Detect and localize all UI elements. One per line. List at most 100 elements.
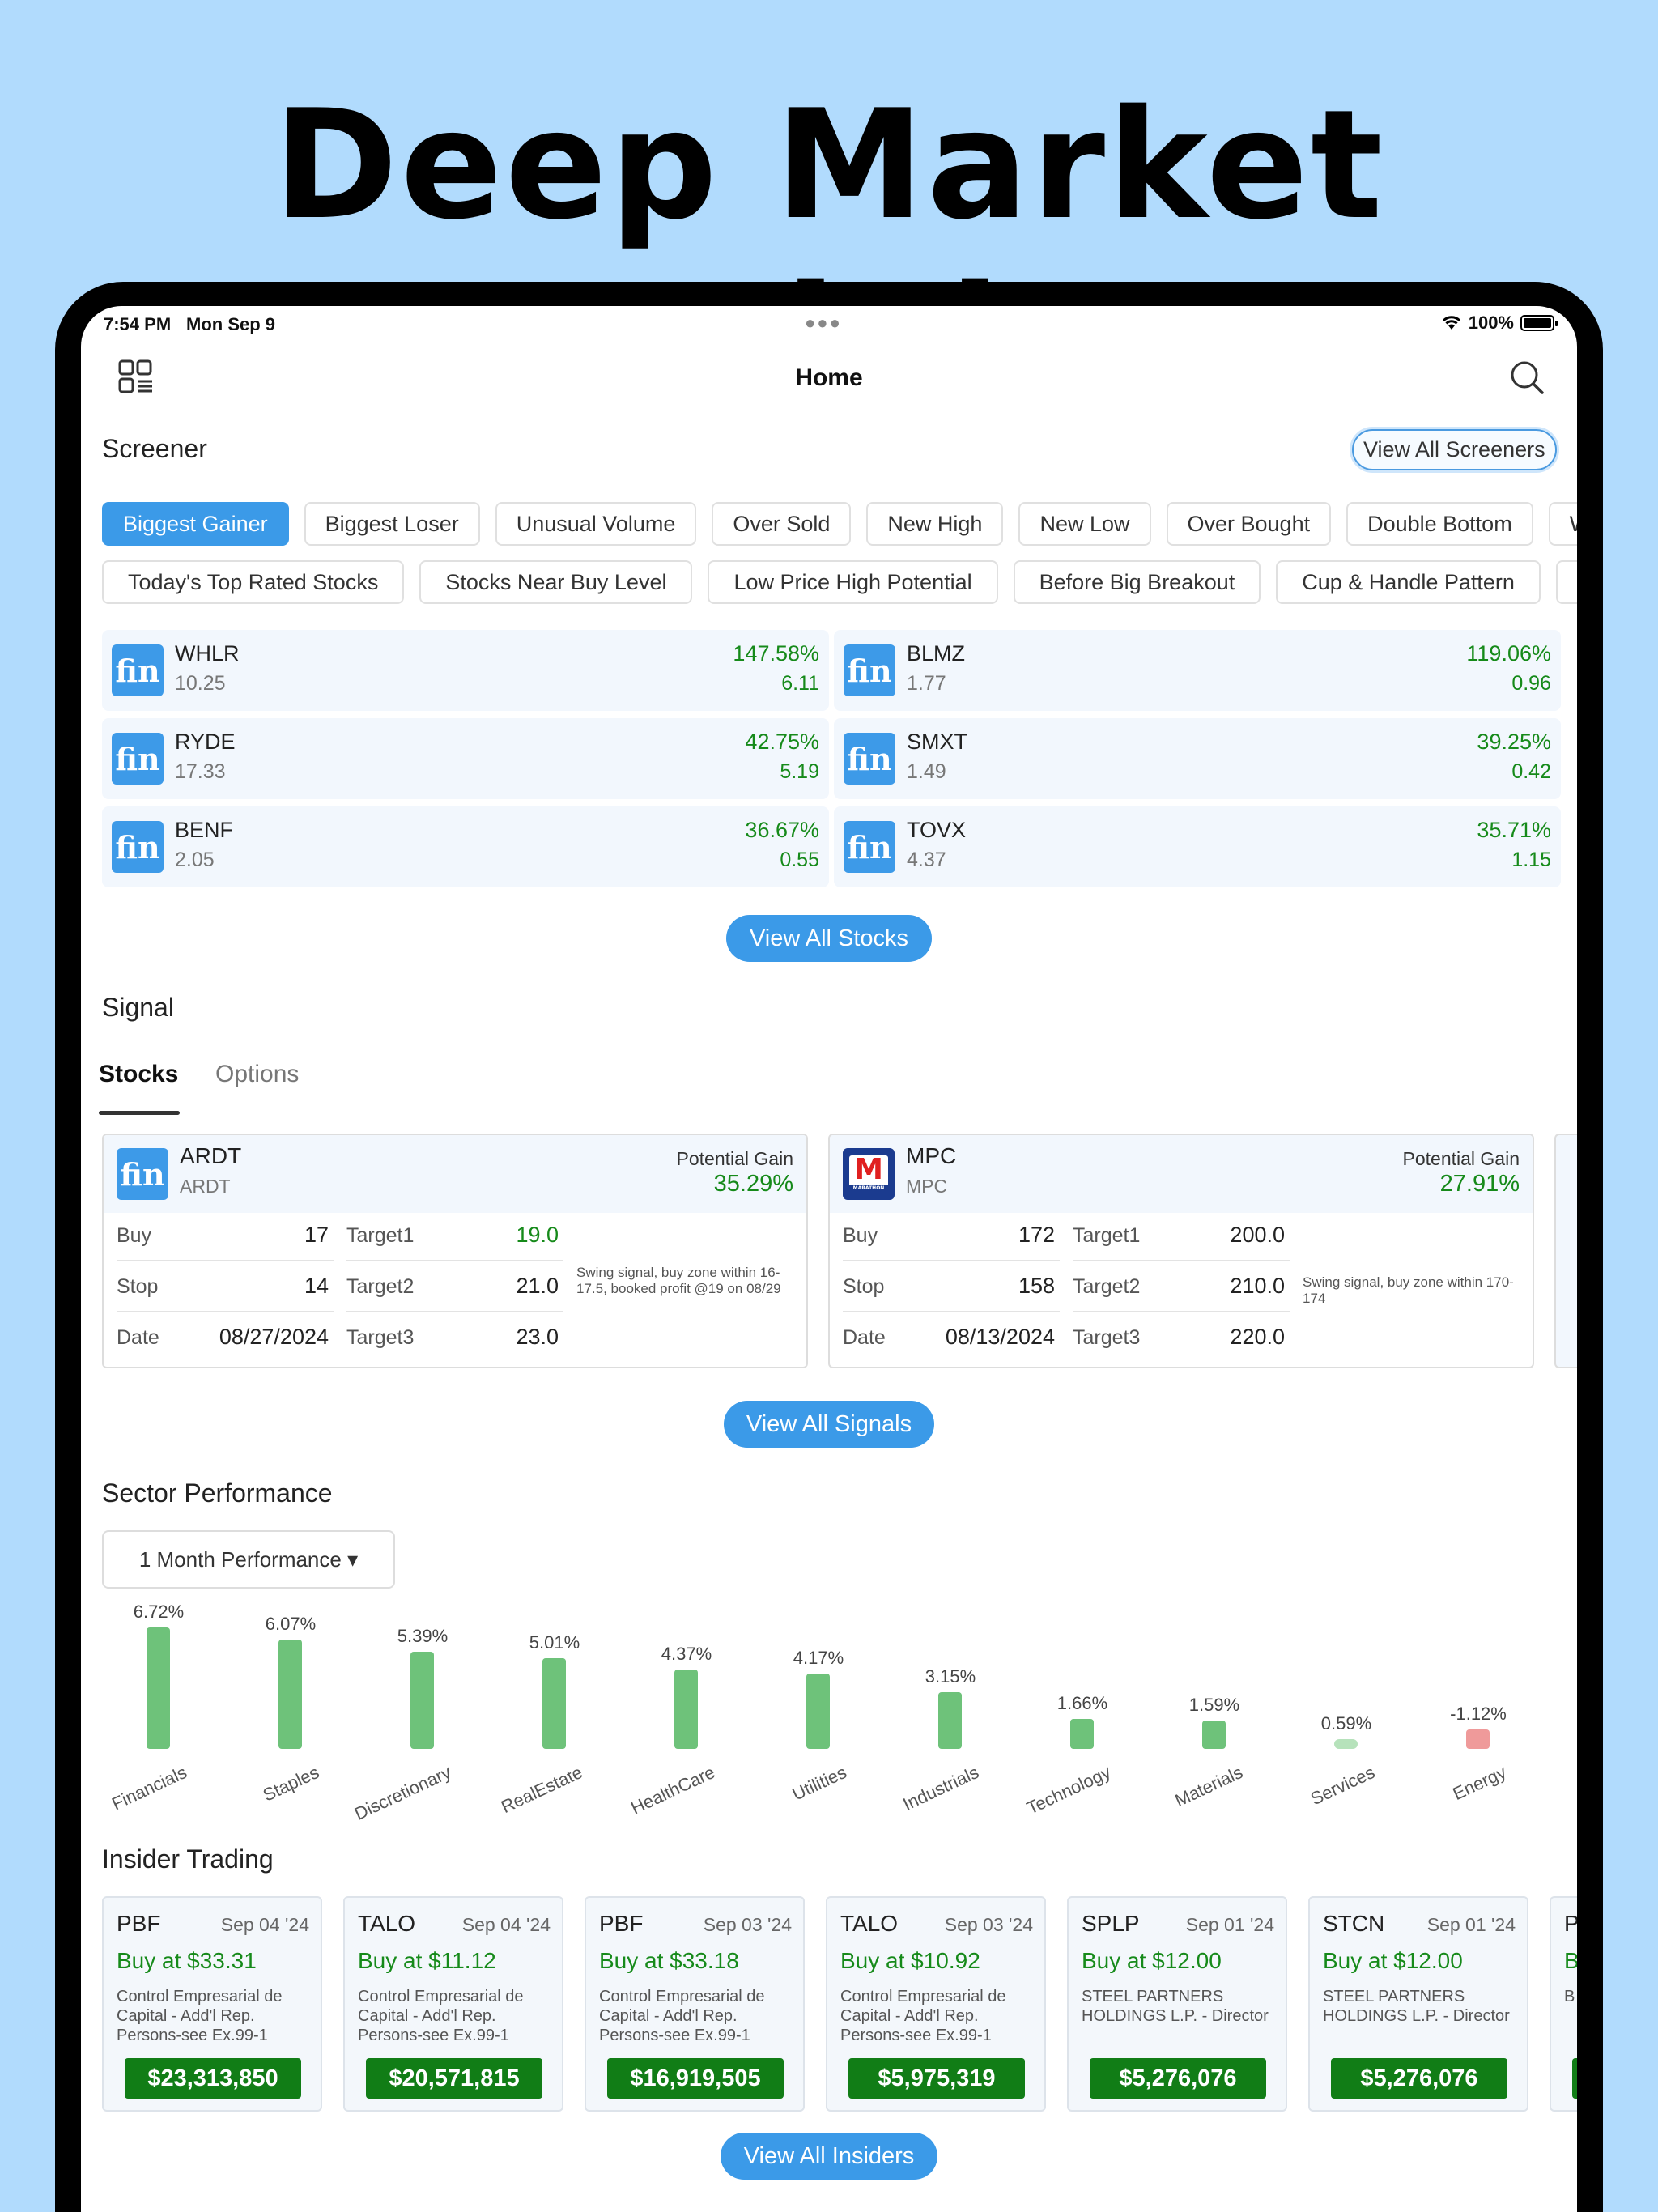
stock-list-item[interactable]: fin RYDE 17.33 42.75% 5.19: [102, 718, 829, 799]
insider-card[interactable]: PB B E: [1550, 1896, 1577, 2112]
stock-list-item[interactable]: fin BLMZ 1.77 119.06% 0.96: [834, 630, 1561, 711]
stock-change: 1.15: [1511, 849, 1551, 872]
view-all-screeners-button[interactable]: View All Screeners: [1352, 429, 1557, 470]
stock-change: 5.19: [780, 760, 819, 784]
chart-bar[interactable]: [1070, 1719, 1094, 1749]
stock-list-item[interactable]: fin BENF 2.05 36.67% 0.55: [102, 806, 829, 887]
stock-logo: fin: [112, 644, 164, 696]
sector-title: Sector Performance: [102, 1478, 333, 1508]
insider-amount: $16,919,505: [607, 2058, 784, 2099]
marathon-logo-text: MARATHON: [853, 1185, 885, 1193]
signal-card[interactable]: fin ARDT ARDT Potential Gain 35.29% Buy 17 Targ…: [102, 1134, 808, 1368]
insider-date: Sep 03 '24: [945, 1914, 1033, 1936]
insider-amount: $5,276,076: [1090, 2058, 1266, 2099]
chart-category-label: RealEstate: [498, 1762, 586, 1818]
view-all-stocks-button[interactable]: View All Stocks: [726, 915, 932, 962]
signal-field-value: 17: [304, 1223, 329, 1248]
row-divider: [1073, 1260, 1290, 1261]
row-divider: [843, 1260, 1060, 1261]
marathon-logo: M MARATHON: [843, 1148, 895, 1200]
chart-bar[interactable]: [674, 1670, 698, 1749]
insider-card[interactable]: PBF Sep 03 '24 Buy at $33.18 Control Empres…: [585, 1896, 805, 2112]
screener-chip[interactable]: Biggest Loser: [304, 502, 480, 546]
screener-chip[interactable]: Cup & Handle Pattern: [1276, 560, 1541, 604]
insider-title: Insider Trading: [102, 1844, 274, 1874]
insider-date: Sep 04 '24: [221, 1914, 309, 1936]
screener-chip[interactable]: New Low: [1018, 502, 1150, 546]
screener-chip[interactable]: New High: [866, 502, 1003, 546]
insider-name: Control Empresarial de Capital - Add'l R…: [358, 1987, 560, 2045]
stock-symbol: BLMZ: [907, 641, 965, 666]
insider-amount: $5,975,319: [848, 2058, 1025, 2099]
insider-card[interactable]: TALO Sep 04 '24 Buy at $11.12 Control Empre…: [343, 1896, 563, 2112]
signal-card-partial[interactable]: [1554, 1134, 1577, 1368]
stock-list-item[interactable]: fin SMXT 1.49 39.25% 0.42: [834, 718, 1561, 799]
screener-chip[interactable]: Before Big Breakout: [1014, 560, 1261, 604]
stock-logo: fin: [117, 1148, 168, 1200]
signal-symbol: ARDT: [180, 1143, 241, 1169]
signal-field-label: Stop: [843, 1275, 884, 1325]
chart-bar[interactable]: [542, 1658, 566, 1749]
insider-card[interactable]: STCN Sep 01 '24 Buy at $12.00 STEEL PARTNER…: [1308, 1896, 1528, 2112]
screener-chip[interactable]: Over Bought: [1167, 502, 1332, 546]
signal-target-label: Target3: [346, 1326, 414, 1368]
chart-bar[interactable]: [1334, 1739, 1358, 1749]
insider-card[interactable]: TALO Sep 03 '24 Buy at $10.92 Control Empre…: [826, 1896, 1046, 2112]
insider-buy-price: Buy at $11.12: [358, 1948, 496, 1974]
screener-chip[interactable]: Double Bottom: [1346, 502, 1533, 546]
signal-field-value: 158: [1018, 1274, 1055, 1299]
performance-period-dropdown[interactable]: 1 Month Performance ▾: [102, 1530, 395, 1589]
potential-gain-label: Potential Gain: [677, 1148, 793, 1170]
insider-card[interactable]: PBF Sep 04 '24 Buy at $33.31 Control Empres…: [102, 1896, 322, 2112]
battery-icon: [1520, 315, 1554, 331]
chart-bar[interactable]: [410, 1652, 434, 1749]
chart-bar[interactable]: [806, 1674, 830, 1749]
tab-stocks[interactable]: Stocks: [99, 1061, 178, 1088]
chart-bar[interactable]: [1202, 1721, 1226, 1749]
view-all-signals-button[interactable]: View All Signals: [724, 1401, 934, 1448]
stock-list-item[interactable]: fin TOVX 4.37 35.71% 1.15: [834, 806, 1561, 887]
signal-target-value: 21.0: [516, 1274, 559, 1299]
screener-chip[interactable]: Stocks Near Buy Level: [419, 560, 692, 604]
signal-card[interactable]: M MARATHON MPC MPC Potential Gain 27.91% Buy 17…: [828, 1134, 1534, 1368]
screener-chips-row2: Today's Top Rated Stocks Stocks Near Buy …: [102, 560, 1577, 604]
chart-bar[interactable]: [938, 1692, 962, 1749]
screener-chip[interactable]: Low Price High Potential: [708, 560, 997, 604]
screener-chip[interactable]: Over Sold: [712, 502, 851, 546]
stock-list-item[interactable]: fin WHLR 10.25 147.58% 6.11: [102, 630, 829, 711]
insider-card[interactable]: SPLP Sep 01 '24 Buy at $12.00 STEEL PARTNER…: [1067, 1896, 1287, 2112]
stock-percent-change: 35.71%: [1477, 818, 1551, 843]
multitasking-dots-icon[interactable]: ●●●: [805, 313, 842, 334]
insider-amount: $20,571,815: [366, 2058, 542, 2099]
stock-price: 17.33: [175, 760, 226, 784]
signal-field-value: 08/27/2024: [219, 1325, 329, 1350]
insider-symbol: PBF: [117, 1911, 160, 1937]
marathon-logo-letter: M: [849, 1155, 888, 1185]
signal-target-label: Target1: [1073, 1224, 1140, 1274]
insider-name: STEEL PARTNERS HOLDINGS L.P. - Director: [1323, 1987, 1525, 2026]
stock-change: 0.42: [1511, 760, 1551, 784]
insider-symbol: PBF: [599, 1911, 643, 1937]
insider-buy-price: Buy at $12.00: [1323, 1948, 1463, 1974]
chart-bar[interactable]: [1466, 1729, 1490, 1749]
tab-options[interactable]: Options: [215, 1061, 299, 1088]
stock-logo: fin: [844, 733, 895, 785]
chart-bar[interactable]: [147, 1627, 170, 1749]
tab-indicator: [99, 1111, 180, 1115]
insider-symbol: TALO: [840, 1911, 898, 1937]
screener-chip[interactable]: Biggest Gainer: [102, 502, 289, 546]
screener-chip[interactable]: W: [1549, 502, 1577, 546]
chart-bar[interactable]: [278, 1640, 302, 1749]
insider-buy-price: Buy at $33.31: [117, 1948, 257, 1974]
screener-chip[interactable]: [1556, 560, 1577, 604]
chart-data-label: 1.59%: [1166, 1695, 1263, 1716]
signal-note: Swing signal, buy zone within 16-17.5, b…: [576, 1265, 795, 1297]
signal-card-header: fin ARDT ARDT Potential Gain 35.29%: [104, 1135, 806, 1213]
signal-target-label: Target2: [346, 1275, 414, 1325]
screener-chip[interactable]: Today's Top Rated Stocks: [102, 560, 404, 604]
row-divider: [346, 1311, 563, 1312]
screener-chip[interactable]: Unusual Volume: [495, 502, 697, 546]
chart-data-label: 6.07%: [242, 1614, 339, 1635]
view-all-insiders-button[interactable]: View All Insiders: [721, 2133, 937, 2180]
search-icon[interactable]: [1509, 359, 1545, 395]
